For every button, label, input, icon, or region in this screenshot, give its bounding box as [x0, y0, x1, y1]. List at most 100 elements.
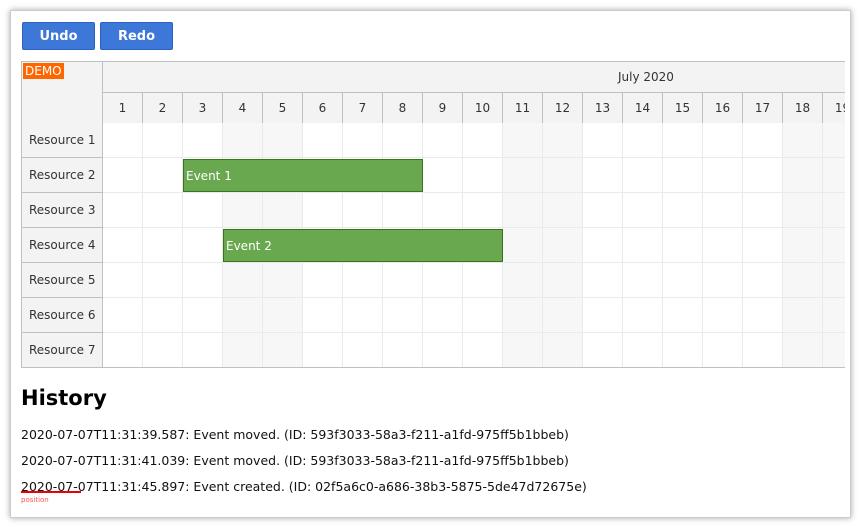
grid-cell[interactable] [423, 158, 463, 193]
grid-cell[interactable] [183, 123, 223, 158]
grid-cell[interactable] [183, 228, 223, 263]
grid-cell[interactable] [183, 193, 223, 228]
grid-cell[interactable] [223, 333, 263, 367]
grid-cell[interactable] [103, 123, 143, 158]
grid-cell[interactable] [143, 263, 183, 298]
grid-cell[interactable] [143, 193, 183, 228]
grid-cell[interactable] [303, 298, 343, 333]
grid-cell[interactable] [303, 333, 343, 367]
grid-cell[interactable] [543, 193, 583, 228]
grid-cell[interactable] [583, 333, 623, 367]
grid-cell[interactable] [303, 193, 343, 228]
grid-cell[interactable] [463, 158, 503, 193]
grid-cell[interactable] [423, 193, 463, 228]
grid-cell[interactable] [143, 123, 183, 158]
grid-cell[interactable] [783, 123, 823, 158]
grid-cell[interactable] [183, 263, 223, 298]
grid-cell[interactable] [143, 298, 183, 333]
grid-cell[interactable] [143, 333, 183, 367]
grid-cell[interactable] [663, 158, 703, 193]
grid-cell[interactable] [823, 298, 845, 333]
grid-cell[interactable] [663, 333, 703, 367]
grid-cell[interactable] [343, 123, 383, 158]
grid-cell[interactable] [583, 298, 623, 333]
grid-cell[interactable] [103, 228, 143, 263]
grid-cell[interactable] [463, 123, 503, 158]
grid-cell[interactable] [823, 263, 845, 298]
grid-cell[interactable] [583, 228, 623, 263]
grid-cell[interactable] [503, 298, 543, 333]
grid-cell[interactable] [663, 228, 703, 263]
grid-cell[interactable] [503, 193, 543, 228]
grid-cell[interactable] [383, 298, 423, 333]
grid-cell[interactable] [223, 263, 263, 298]
grid-cell[interactable] [103, 333, 143, 367]
grid-cell[interactable] [423, 263, 463, 298]
grid-cell[interactable] [823, 228, 845, 263]
grid-cell[interactable] [343, 263, 383, 298]
grid-cell[interactable] [543, 298, 583, 333]
grid-cell[interactable] [823, 158, 845, 193]
grid-cell[interactable] [383, 263, 423, 298]
event-bar[interactable]: Event 1 [183, 159, 423, 192]
grid-cell[interactable] [663, 193, 703, 228]
grid-cell[interactable] [823, 193, 845, 228]
grid-cell[interactable] [503, 123, 543, 158]
grid-cell[interactable] [223, 298, 263, 333]
grid-cell[interactable] [703, 158, 743, 193]
grid-cell[interactable] [223, 193, 263, 228]
grid-cell[interactable] [743, 228, 783, 263]
grid-cell[interactable] [343, 193, 383, 228]
event-bar[interactable]: Event 2 [223, 229, 503, 262]
grid-cell[interactable] [663, 298, 703, 333]
grid-cell[interactable] [463, 298, 503, 333]
grid-cell[interactable] [343, 333, 383, 367]
grid-cell[interactable] [783, 263, 823, 298]
grid-cell[interactable] [703, 333, 743, 367]
grid-cell[interactable] [263, 263, 303, 298]
grid-cell[interactable] [183, 298, 223, 333]
grid-cell[interactable] [783, 158, 823, 193]
grid-cell[interactable] [623, 158, 663, 193]
grid-cell[interactable] [783, 298, 823, 333]
grid-cell[interactable] [743, 333, 783, 367]
grid-cell[interactable] [543, 123, 583, 158]
grid-cell[interactable] [143, 228, 183, 263]
grid-cell[interactable] [743, 158, 783, 193]
grid-cell[interactable] [783, 333, 823, 367]
grid-cell[interactable] [503, 333, 543, 367]
grid-cell[interactable] [383, 123, 423, 158]
grid-cell[interactable] [343, 298, 383, 333]
grid-cell[interactable] [503, 228, 543, 263]
grid-cell[interactable] [143, 158, 183, 193]
grid-cell[interactable] [583, 158, 623, 193]
redo-button[interactable]: Redo [100, 22, 173, 50]
grid-cell[interactable] [543, 333, 583, 367]
grid-cell[interactable] [743, 298, 783, 333]
grid-cell[interactable] [823, 333, 845, 367]
grid-cell[interactable] [223, 123, 263, 158]
grid-cell[interactable] [583, 123, 623, 158]
grid-cell[interactable] [263, 193, 303, 228]
grid-cell[interactable] [583, 193, 623, 228]
grid-cell[interactable] [103, 158, 143, 193]
grid-cell[interactable] [743, 193, 783, 228]
grid-cell[interactable] [263, 298, 303, 333]
grid-cell[interactable] [383, 193, 423, 228]
grid-cell[interactable] [263, 333, 303, 367]
grid-cell[interactable] [463, 193, 503, 228]
grid-cell[interactable] [183, 333, 223, 367]
grid-cell[interactable] [543, 263, 583, 298]
grid-cell[interactable] [743, 263, 783, 298]
grid-cell[interactable] [463, 333, 503, 367]
grid-cell[interactable] [463, 263, 503, 298]
grid-cell[interactable] [383, 333, 423, 367]
grid-cell[interactable] [743, 123, 783, 158]
grid-cell[interactable] [583, 263, 623, 298]
grid-cell[interactable] [543, 228, 583, 263]
grid-cell[interactable] [623, 228, 663, 263]
grid-cell[interactable] [423, 333, 463, 367]
grid-cell[interactable] [423, 298, 463, 333]
grid-cell[interactable] [703, 228, 743, 263]
grid-cell[interactable] [823, 123, 845, 158]
